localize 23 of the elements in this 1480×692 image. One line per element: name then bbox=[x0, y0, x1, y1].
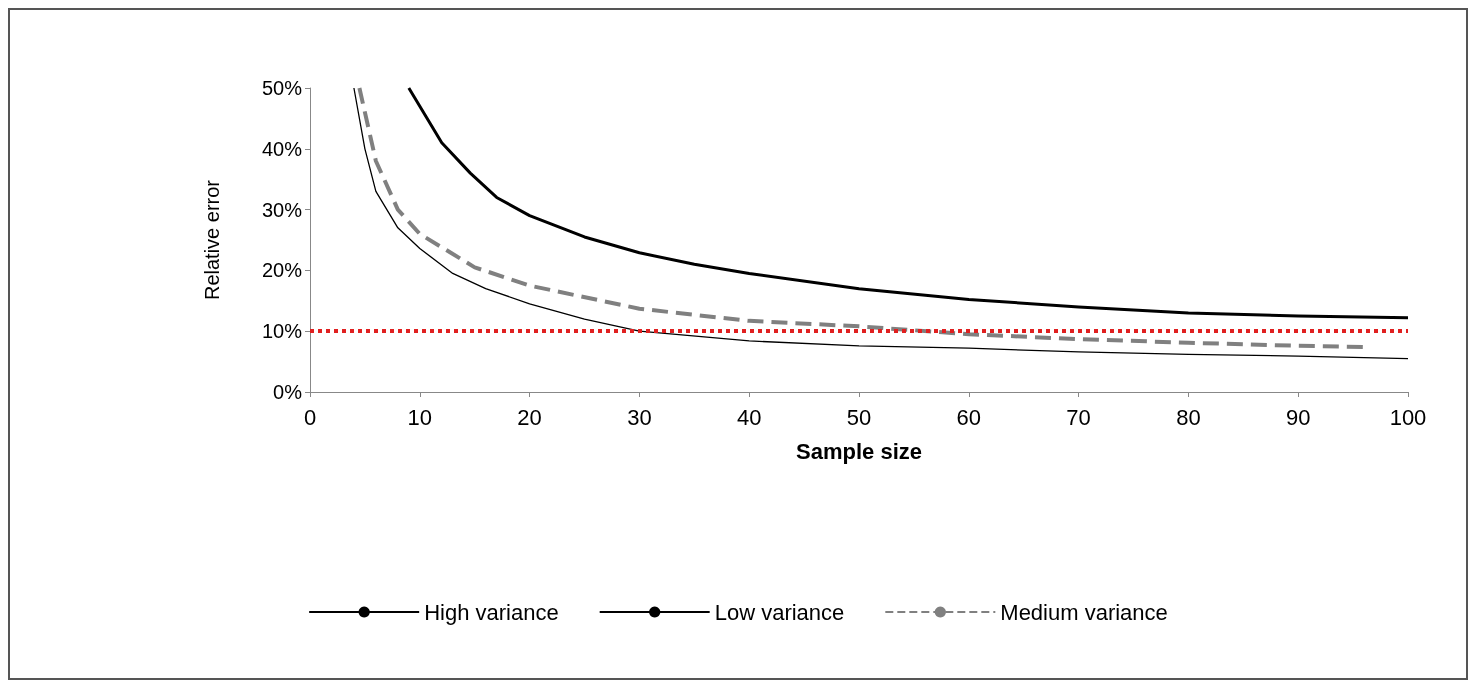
legend-label: Low variance bbox=[714, 599, 845, 625]
x-tick-label: 0 bbox=[303, 404, 317, 430]
x-tick-label: 10 bbox=[407, 404, 433, 430]
x-axis-title: Sample size bbox=[796, 438, 922, 464]
y-tick-label: 0% bbox=[273, 381, 303, 403]
x-tick-label: 30 bbox=[627, 404, 652, 430]
y-tick-label: 40% bbox=[261, 137, 303, 160]
y-tick-label: 10% bbox=[261, 320, 303, 343]
y-tick-label: 30% bbox=[261, 198, 303, 221]
y-tick-label: 20% bbox=[261, 259, 303, 282]
x-tick-label: 100 bbox=[1389, 404, 1427, 430]
legend-label: Medium variance bbox=[1000, 599, 1168, 625]
legend-label: High variance bbox=[424, 599, 559, 625]
x-tick-label: 50 bbox=[846, 404, 872, 430]
y-tick-label: 50% bbox=[261, 77, 303, 99]
line-series bbox=[407, 86, 1410, 320]
x-tick-label: 70 bbox=[1066, 404, 1091, 430]
x-tick-label: 20 bbox=[517, 404, 542, 430]
y-axis-title: Relative error bbox=[201, 179, 223, 301]
x-tick-label: 60 bbox=[956, 404, 982, 430]
x-tick-label: 40 bbox=[736, 404, 762, 430]
x-tick-label: 90 bbox=[1285, 404, 1311, 430]
x-tick-label: 80 bbox=[1176, 404, 1201, 430]
